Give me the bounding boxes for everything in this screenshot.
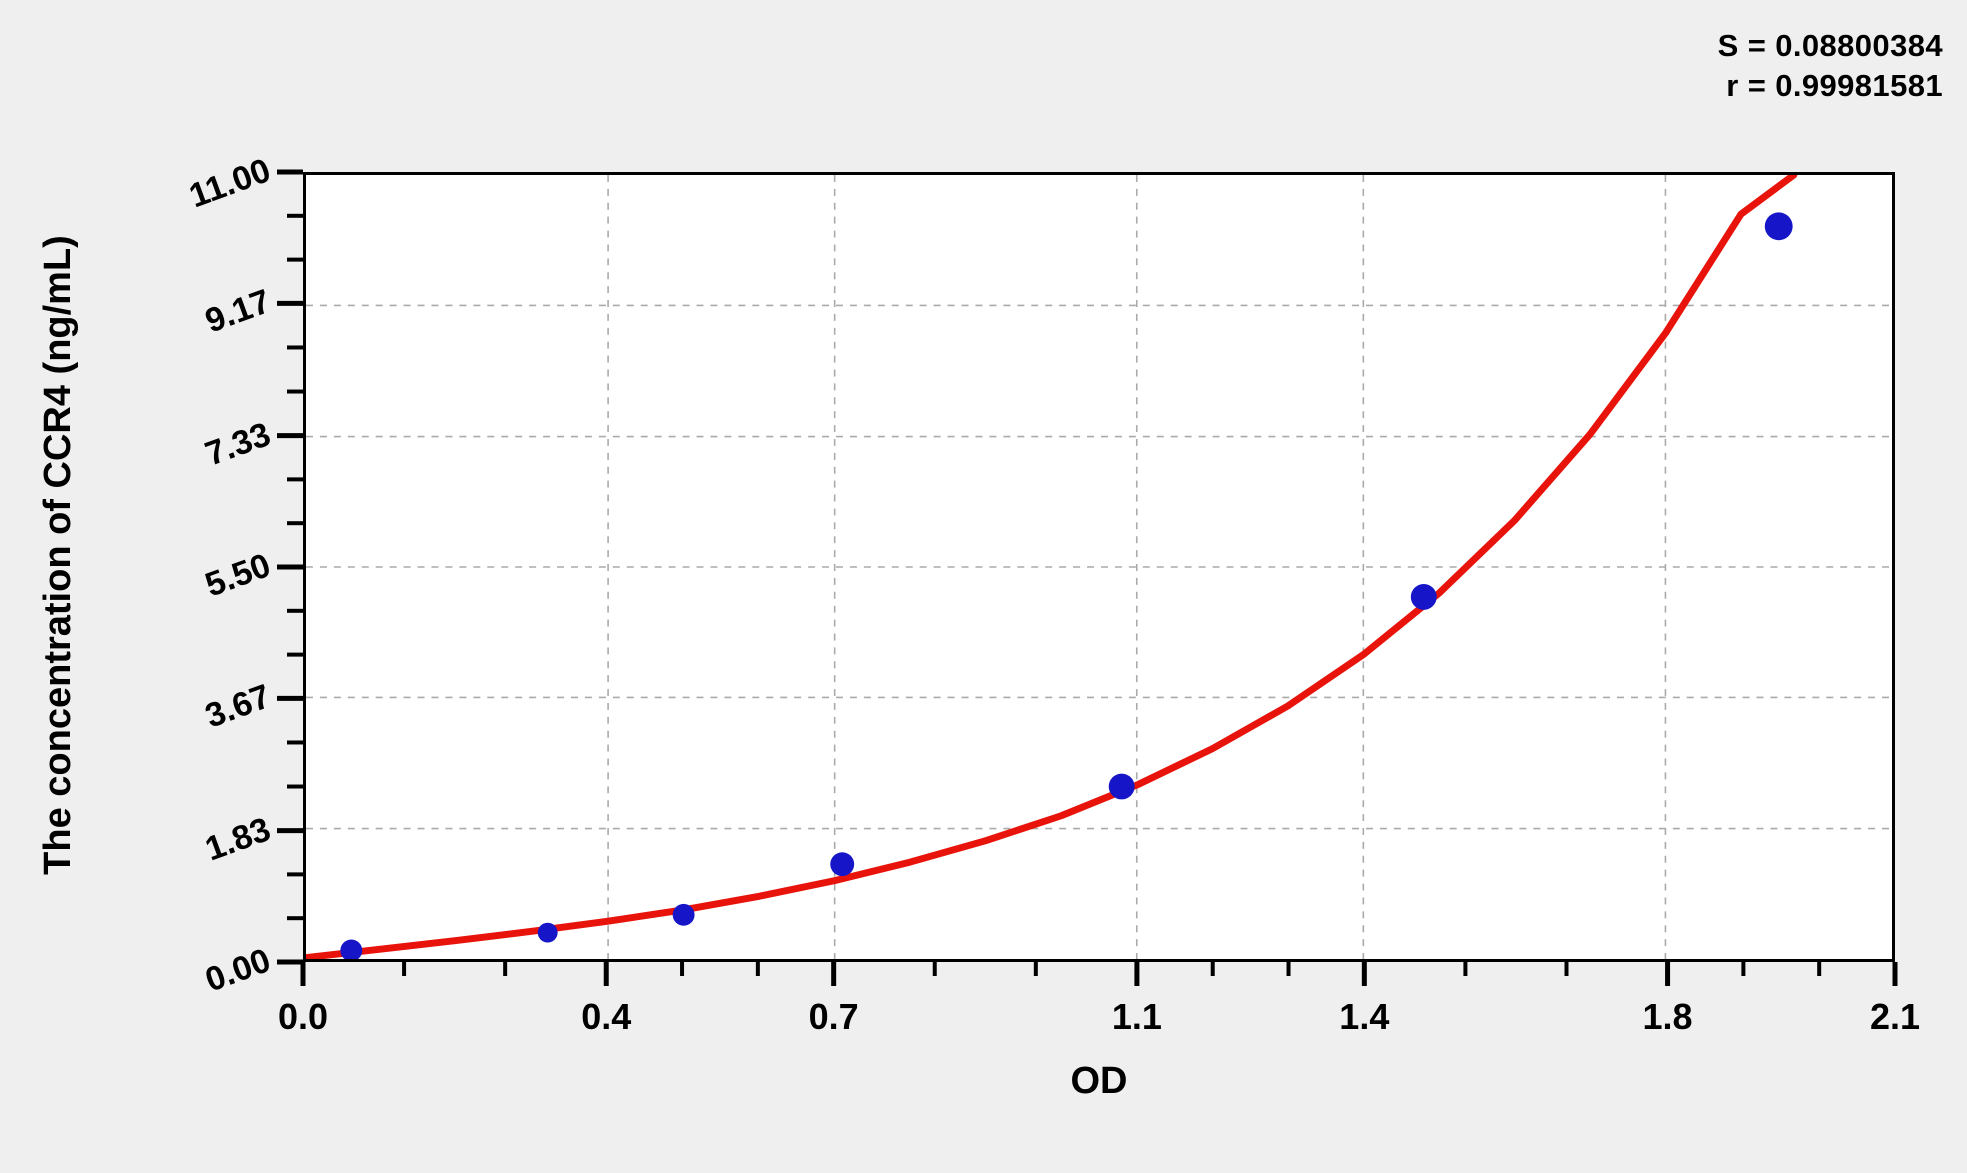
y-tick-label: 5.50 (200, 546, 276, 605)
y-tick-label: 0.00 (200, 941, 276, 1000)
plot-graphics (306, 175, 1892, 959)
y-tick-label: 3.67 (200, 677, 276, 736)
gridlines (306, 175, 1892, 959)
x-tick-label: 0.0 (277, 996, 329, 1037)
data-point-marker (1108, 773, 1135, 800)
x-axis-title: OD (1070, 1060, 1128, 1102)
x-tick-label: 2.1 (1869, 996, 1921, 1037)
y-tick-label: 9.17 (200, 282, 276, 341)
data-point-marker (340, 939, 363, 959)
slope-annotation: S = 0.08800384 (1717, 28, 1943, 63)
fitted-curve (306, 175, 1798, 959)
x-tick-label: 1.8 (1642, 996, 1693, 1037)
data-point-marker (537, 922, 558, 943)
data-point-marker (830, 852, 855, 877)
data-points (340, 212, 1793, 959)
y-tick-label: 11.00 (184, 151, 276, 216)
x-tick-label: 0.7 (808, 996, 859, 1037)
plot-area (303, 172, 1895, 962)
data-point-marker (672, 903, 695, 926)
correlation-annotation: r = 0.99981581 (1726, 68, 1943, 104)
fit-statistics: S = 0.08800384 r = 0.99981581 (1718, 26, 1943, 107)
y-tick-label: 7.33 (200, 414, 276, 474)
y-axis-title: The concentration of CCR4 (ng/mL) (36, 235, 79, 875)
data-point-marker (1410, 584, 1437, 610)
y-tick-label: 1.83 (200, 809, 276, 869)
x-tick-label: 1.4 (1339, 996, 1390, 1037)
x-tick-label: 0.4 (581, 996, 632, 1037)
x-tick-label: 1.1 (1111, 996, 1162, 1037)
data-point-marker (1764, 212, 1793, 241)
fit-curve-path (306, 175, 1798, 959)
